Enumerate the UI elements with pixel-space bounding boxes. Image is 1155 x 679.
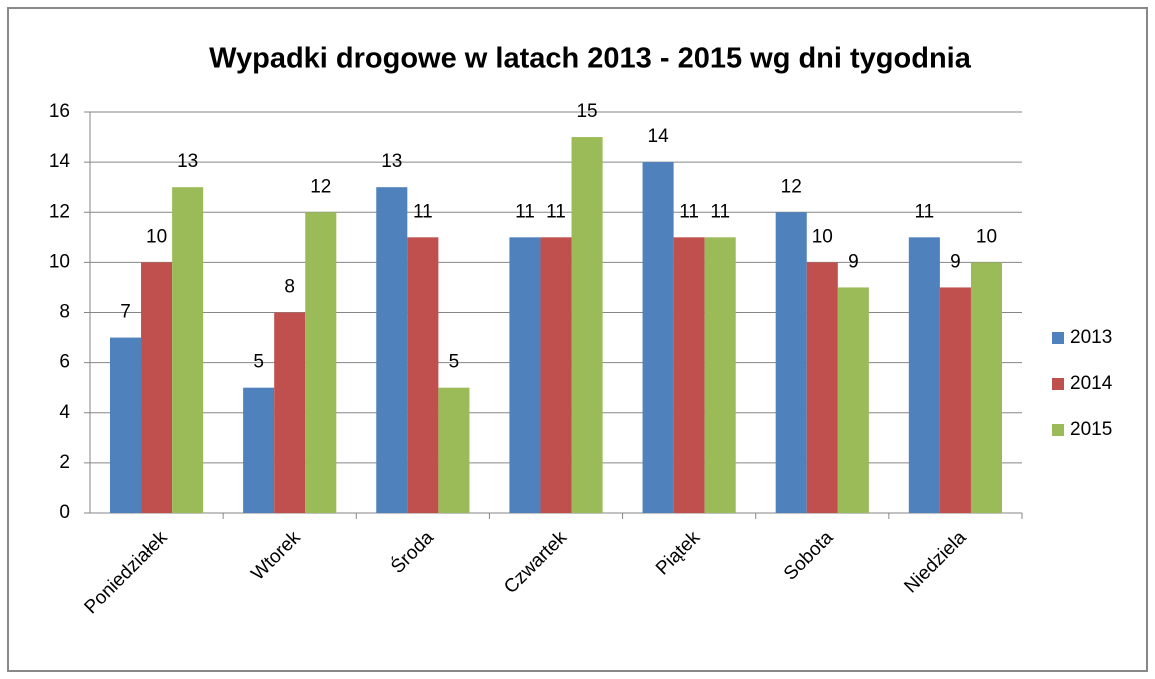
data-label: 11 [515, 201, 535, 222]
data-label: 10 [976, 226, 997, 247]
data-label: 7 [120, 302, 131, 323]
legend-label: 2014 [1070, 373, 1113, 394]
y-tick-label: 8 [59, 302, 70, 323]
data-label: 13 [177, 151, 198, 172]
data-label: 11 [710, 201, 730, 222]
data-label: 11 [914, 201, 934, 222]
data-label: 9 [950, 251, 961, 272]
data-label: 8 [284, 277, 295, 298]
bar [376, 187, 408, 513]
y-tick-label: 4 [59, 402, 70, 423]
data-label: 12 [781, 176, 802, 197]
y-tick-label: 6 [59, 352, 70, 373]
y-tick-label: 12 [49, 201, 70, 222]
bar [970, 262, 1003, 513]
data-label: 11 [413, 201, 433, 222]
bar [806, 262, 838, 513]
legend-label: 2015 [1070, 419, 1112, 440]
bar [172, 187, 204, 513]
data-label: 5 [253, 352, 264, 373]
bar [438, 387, 470, 513]
data-label: 14 [648, 126, 670, 147]
data-label: 11 [546, 201, 566, 222]
data-label: 15 [576, 101, 597, 122]
bar [305, 212, 337, 513]
y-tick-label: 2 [59, 452, 70, 473]
bar [141, 262, 173, 513]
legend-swatch [1052, 424, 1064, 436]
y-tick-label: 0 [59, 502, 70, 523]
bar [407, 237, 439, 513]
bar [775, 212, 807, 513]
bar [704, 237, 736, 513]
chart-title: Wypadki drogowe w latach 2013 - 2015 wg … [209, 43, 972, 75]
bar [243, 387, 275, 513]
bar [109, 337, 142, 513]
bar [673, 237, 705, 513]
bar [939, 287, 971, 513]
data-label: 10 [812, 226, 833, 247]
bar [837, 287, 869, 513]
legend-swatch [1052, 332, 1064, 344]
data-label: 12 [310, 176, 331, 197]
data-label: 11 [679, 201, 699, 222]
bar [642, 162, 674, 513]
data-label: 9 [848, 251, 859, 272]
data-label: 13 [381, 151, 402, 172]
bar [571, 137, 603, 513]
legend-label: 2013 [1070, 327, 1112, 348]
y-tick-label: 14 [49, 151, 71, 172]
bar [509, 237, 541, 513]
bar [540, 237, 572, 513]
data-label: 5 [449, 352, 460, 373]
bar [274, 312, 306, 513]
legend-swatch [1052, 378, 1064, 390]
y-tick-label: 10 [49, 251, 70, 272]
bar [908, 237, 940, 513]
data-label: 10 [146, 226, 167, 247]
y-tick-label: 16 [49, 101, 70, 122]
